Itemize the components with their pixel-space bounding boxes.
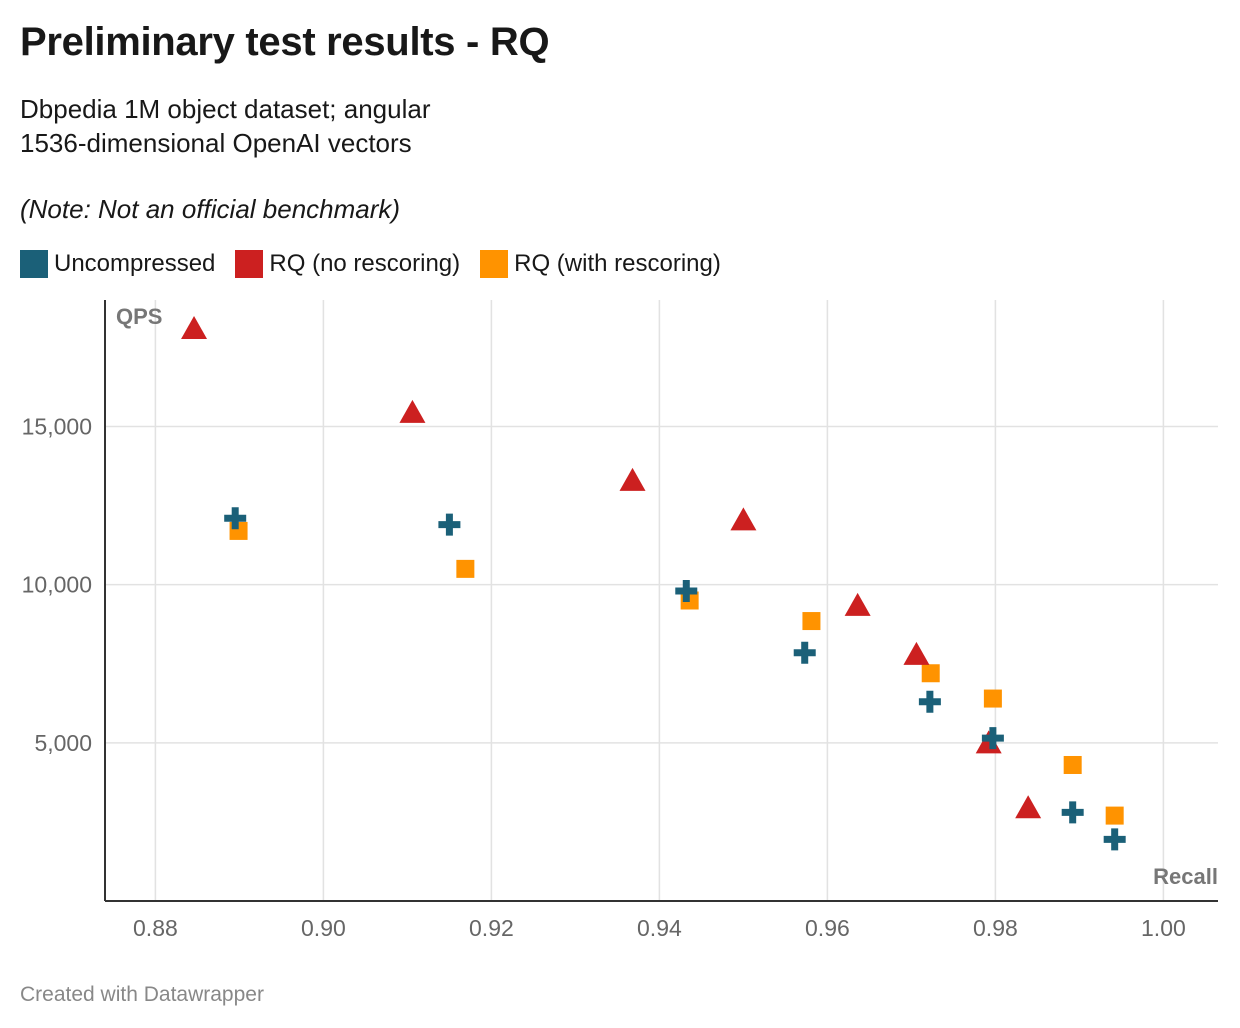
chart-title: Preliminary test results - RQ: [20, 20, 550, 64]
subtitle-line-1: Dbpedia 1M object dataset; angular: [20, 94, 431, 124]
legend-item-uncompressed[interactable]: Uncompressed: [20, 250, 215, 278]
legend-swatch-rq-no-rescoring: [235, 250, 264, 278]
x-axis-title: Recall: [1153, 864, 1218, 889]
legend-label-rq-no-rescoring: RQ (no rescoring): [269, 250, 461, 277]
point-rq-with-rescoring: [1063, 755, 1082, 774]
point-uncompressed: [224, 507, 247, 530]
y-tick-label: 5,000: [34, 730, 92, 756]
point-rq-no-rescoring: [1015, 795, 1042, 819]
point-rq-no-rescoring: [730, 507, 757, 531]
chart-subtitle: Dbpedia 1M object dataset; angular 1536-…: [20, 92, 431, 160]
chart-note: (Note: Not an official benchmark): [20, 194, 401, 224]
legend-swatch-rq-with-rescoring: [480, 250, 509, 278]
legend-swatch-uncompressed: [20, 250, 48, 278]
axes: [104, 300, 1218, 902]
point-uncompressed: [918, 690, 941, 713]
x-tick-label: 1.00: [1141, 915, 1186, 941]
point-rq-with-rescoring: [1105, 806, 1124, 825]
subtitle-line-2: 1536-dimensional OpenAI vectors: [20, 128, 412, 158]
tick-labels: 0.88 0.90 0.92 0.94 0.96 0.98 1.00 5,000 10,000 1…: [22, 414, 1186, 941]
legend: Uncompressed RQ (no rescoring) RQ (with …: [20, 250, 741, 278]
point-rq-no-rescoring: [619, 467, 646, 491]
point-uncompressed: [438, 513, 461, 536]
point-rq-no-rescoring: [975, 730, 1002, 754]
legend-item-rq-no-rescoring[interactable]: RQ (no rescoring): [235, 250, 460, 278]
x-tick-label: 0.90: [301, 915, 346, 941]
point-uncompressed: [1061, 801, 1084, 824]
x-tick-label: 0.92: [469, 915, 514, 941]
point-uncompressed: [675, 580, 698, 603]
x-tick-label: 0.96: [805, 915, 850, 941]
legend-label-uncompressed: Uncompressed: [54, 250, 216, 277]
point-rq-no-rescoring: [399, 399, 426, 423]
x-tick-label: 0.94: [637, 915, 682, 941]
y-axis-title: QPS: [116, 304, 162, 329]
point-rq-with-rescoring: [802, 612, 821, 631]
point-rq-no-rescoring: [844, 592, 871, 616]
scatter-chart: 0.88 0.90 0.92 0.94 0.96 0.98 1.00 5,000 10,000 1…: [22, 300, 1218, 941]
point-rq-with-rescoring: [921, 664, 940, 683]
point-uncompressed: [1103, 828, 1126, 851]
data-points: [181, 316, 1126, 851]
point-uncompressed: [793, 641, 816, 664]
y-tick-label: 15,000: [22, 414, 92, 440]
point-rq-no-rescoring: [903, 641, 930, 665]
footer-credit: Created with Datawrapper: [20, 983, 264, 1006]
grid-lines: [105, 300, 1218, 901]
point-rq-with-rescoring: [983, 689, 1002, 708]
point-rq-no-rescoring: [181, 316, 208, 340]
legend-item-rq-with-rescoring[interactable]: RQ (with rescoring): [480, 250, 721, 278]
point-uncompressed: [981, 727, 1004, 750]
y-tick-label: 10,000: [22, 572, 92, 598]
legend-label-rq-with-rescoring: RQ (with rescoring): [514, 250, 721, 277]
x-tick-label: 0.88: [133, 915, 178, 941]
x-tick-label: 0.98: [973, 915, 1018, 941]
point-rq-with-rescoring: [456, 559, 475, 578]
